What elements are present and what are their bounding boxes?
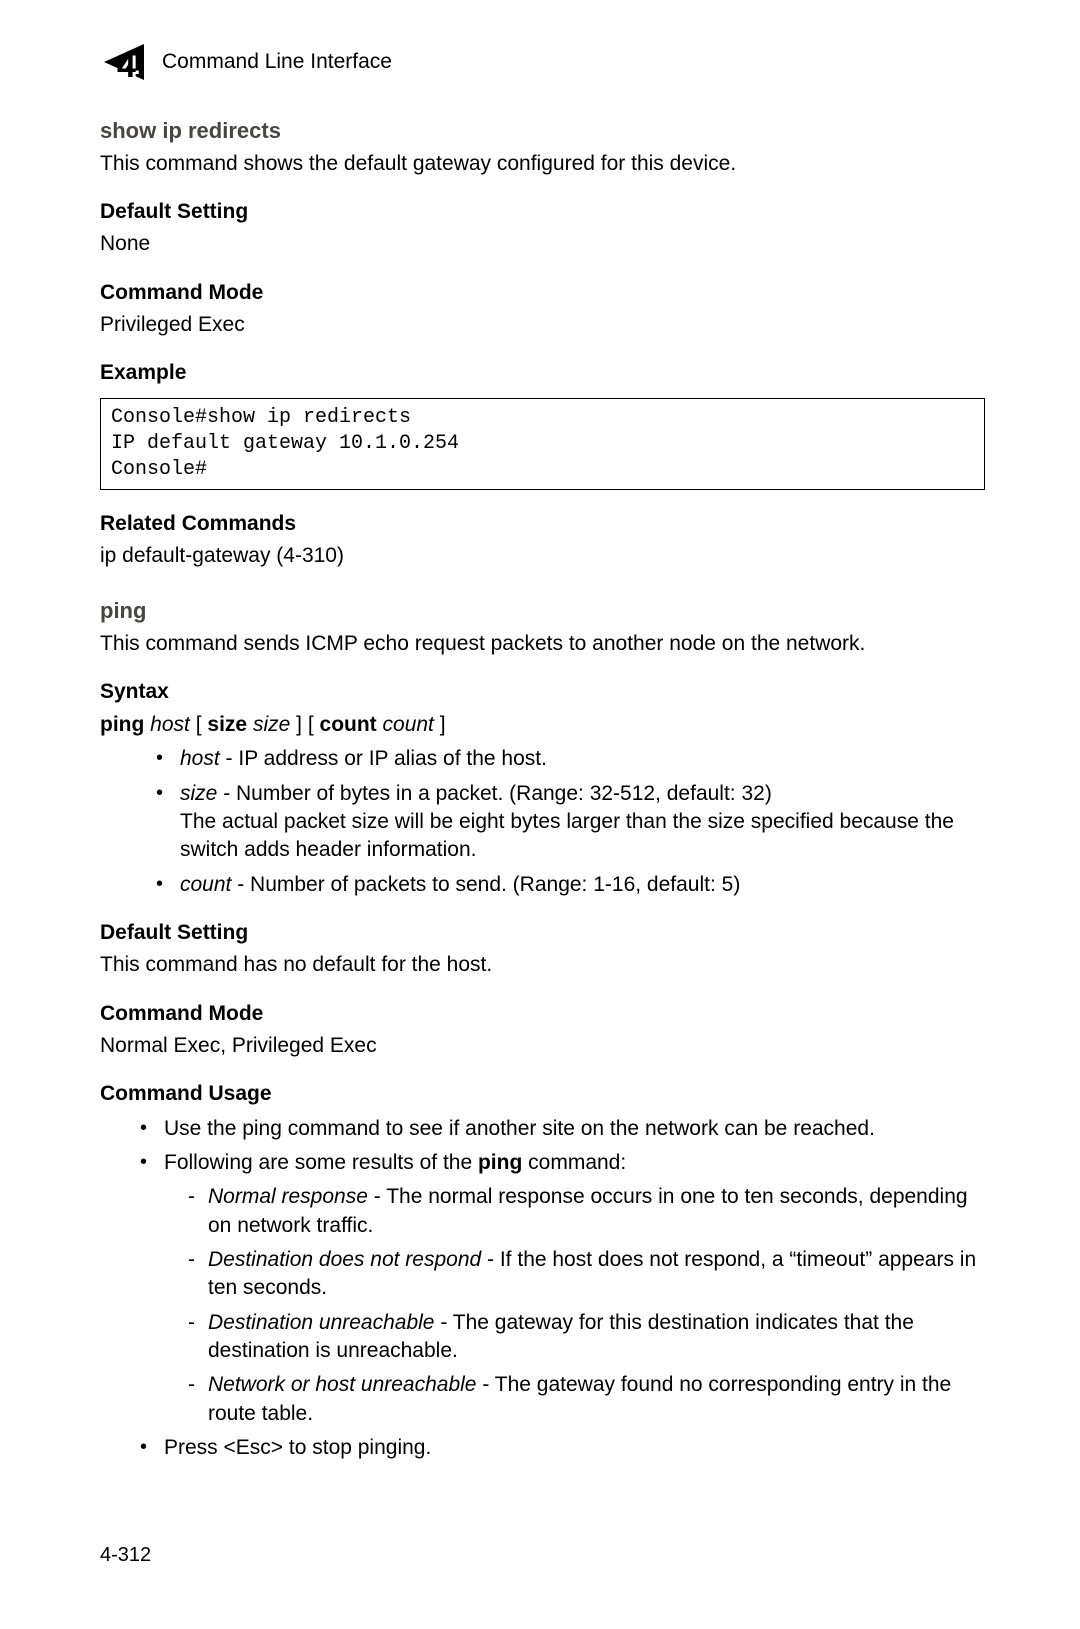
syntax-keyword: ping: [100, 713, 144, 736]
list-item: count - Number of packets to send. (Rang…: [156, 871, 985, 899]
usage-results-list: Normal response - The normal response oc…: [188, 1183, 985, 1428]
param-name: count: [180, 873, 231, 896]
syntax-bracket: ]: [440, 713, 446, 736]
related-commands-value: ip default-gateway (4-310): [100, 542, 985, 570]
result-name: Normal response: [208, 1185, 368, 1208]
chapter-badge: 4 4: [100, 40, 144, 84]
command-description: This command sends ICMP echo request pac…: [100, 630, 985, 658]
section-default-setting: Default Setting: [100, 198, 985, 226]
default-setting-value: This command has no default for the host…: [100, 951, 985, 979]
default-setting-value: None: [100, 230, 985, 258]
syntax-arg-host: host: [150, 713, 190, 736]
syntax-arg-count: count: [383, 713, 434, 736]
example-code-block: Console#show ip redirects IP default gat…: [100, 398, 985, 490]
section-command-mode: Command Mode: [100, 1000, 985, 1028]
list-item: Destination unreachable - The gateway fo…: [188, 1309, 985, 1366]
section-syntax: Syntax: [100, 678, 985, 706]
section-related-commands: Related Commands: [100, 510, 985, 538]
list-item: size - Number of bytes in a packet. (Ran…: [156, 780, 985, 865]
result-name: Destination unreachable: [208, 1311, 435, 1334]
result-name: Network or host unreachable: [208, 1373, 476, 1396]
usage-text-bold: ping: [478, 1151, 522, 1174]
syntax-keyword: count: [320, 713, 377, 736]
syntax-bracket: ] [: [296, 713, 314, 736]
syntax-line: ping host [ size size ] [ count count ]: [100, 711, 985, 739]
header-title: Command Line Interface: [162, 48, 392, 76]
chapter-number: 4: [117, 44, 136, 90]
param-name: size: [180, 782, 217, 805]
usage-text: Use the ping command to see if another s…: [164, 1117, 875, 1140]
param-desc-cont: The actual packet size will be eight byt…: [180, 808, 985, 865]
usage-text-post: command:: [522, 1151, 626, 1174]
command-description: This command shows the default gateway c…: [100, 150, 985, 178]
list-item: host - IP address or IP alias of the hos…: [156, 745, 985, 773]
command-mode-value: Privileged Exec: [100, 311, 985, 339]
list-item: Press <Esc> to stop pinging.: [140, 1434, 985, 1462]
command-mode-value: Normal Exec, Privileged Exec: [100, 1032, 985, 1060]
section-command-usage: Command Usage: [100, 1080, 985, 1108]
list-item: Destination does not respond - If the ho…: [188, 1246, 985, 1303]
list-item: Normal response - The normal response oc…: [188, 1183, 985, 1240]
section-default-setting: Default Setting: [100, 919, 985, 947]
syntax-bracket: [: [196, 713, 202, 736]
usage-list: Use the ping command to see if another s…: [140, 1115, 985, 1463]
param-name: host: [180, 747, 220, 770]
command-title-ping: ping: [100, 596, 985, 626]
result-name: Destination does not respond: [208, 1248, 481, 1271]
section-command-mode: Command Mode: [100, 279, 985, 307]
usage-text-pre: Following are some results of the: [164, 1151, 478, 1174]
list-item: Following are some results of the ping c…: [140, 1149, 985, 1428]
syntax-param-list: host - IP address or IP alias of the hos…: [156, 745, 985, 899]
usage-text: Press <Esc> to stop pinging.: [164, 1436, 431, 1459]
param-desc: - IP address or IP alias of the host.: [220, 747, 547, 770]
command-title-show-ip-redirects: show ip redirects: [100, 116, 985, 146]
param-desc: - Number of packets to send. (Range: 1-1…: [231, 873, 740, 896]
syntax-keyword: size: [207, 713, 247, 736]
list-item: Use the ping command to see if another s…: [140, 1115, 985, 1143]
section-example: Example: [100, 359, 985, 387]
page-number: 4-312: [100, 1542, 985, 1569]
syntax-arg-size: size: [253, 713, 290, 736]
param-desc: - Number of bytes in a packet. (Range: 3…: [217, 782, 771, 805]
list-item: Network or host unreachable - The gatewa…: [188, 1371, 985, 1428]
page-container: 4 4 Command Line Interface show ip redir…: [0, 0, 1080, 1629]
page-header: 4 4 Command Line Interface: [100, 40, 985, 84]
